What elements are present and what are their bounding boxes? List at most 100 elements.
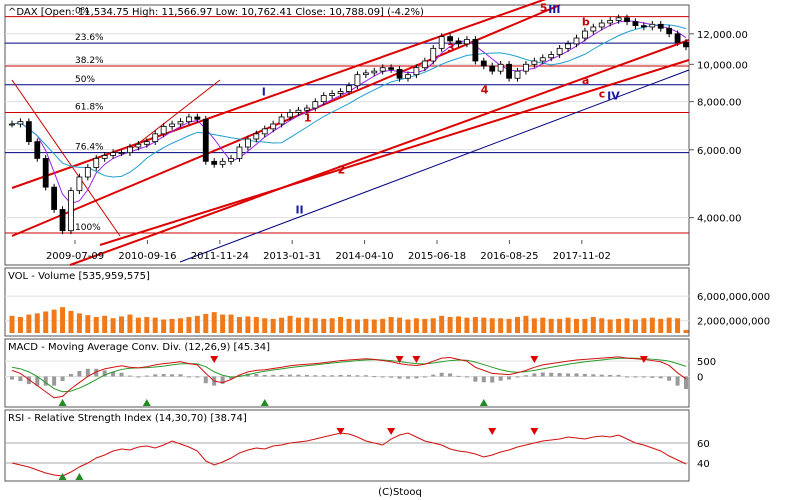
price-panel bbox=[4, 4, 690, 266]
candle bbox=[506, 63, 512, 79]
volume-bar bbox=[388, 317, 394, 333]
macd-histogram-bar bbox=[641, 376, 646, 378]
candle bbox=[110, 152, 116, 156]
candle bbox=[228, 157, 234, 162]
sell-signal-marker bbox=[336, 428, 345, 435]
support-line bbox=[179, 69, 690, 263]
candle bbox=[430, 47, 437, 62]
volume-bar bbox=[253, 317, 259, 333]
candle bbox=[219, 160, 226, 165]
volume-bar bbox=[194, 315, 200, 333]
macd-histogram-bar bbox=[220, 376, 225, 384]
macd-histogram-bar bbox=[153, 374, 158, 377]
macd-histogram-bar bbox=[599, 374, 604, 377]
rsi-title: RSI - Relative Strength Index (14,30,70)… bbox=[8, 413, 247, 424]
candle bbox=[421, 60, 428, 69]
volume-bar bbox=[203, 313, 209, 333]
macd-signal-line bbox=[11, 357, 687, 393]
volume-bar bbox=[565, 317, 571, 333]
rsi-line bbox=[11, 432, 687, 477]
candle bbox=[371, 70, 378, 74]
macd-histogram-bar bbox=[675, 376, 680, 386]
macd-title: MACD - Moving Average Conv. Div. (12,26,… bbox=[8, 342, 270, 353]
macd-histogram-bar bbox=[195, 376, 200, 378]
candle bbox=[346, 85, 352, 92]
volume-bar bbox=[220, 314, 226, 333]
wave-label: b bbox=[582, 16, 590, 29]
candle bbox=[135, 143, 142, 148]
volume-bar bbox=[110, 318, 116, 333]
candle bbox=[666, 27, 673, 35]
macd-histogram-bar bbox=[464, 376, 469, 378]
candle bbox=[287, 112, 293, 118]
sell-signal-marker bbox=[412, 356, 421, 363]
macd-histogram-bar bbox=[313, 375, 318, 377]
macd-histogram-bar bbox=[498, 376, 503, 381]
volume-bar bbox=[60, 307, 66, 333]
volume-title: VOL - Volume [535,959,575] bbox=[8, 271, 150, 282]
volume-bar bbox=[304, 317, 310, 333]
volume-bar bbox=[506, 318, 512, 333]
fib-label: 38.2% bbox=[75, 56, 104, 66]
volume-bar bbox=[683, 329, 689, 333]
macd-histogram-bar bbox=[119, 372, 124, 377]
volume-bar bbox=[573, 318, 579, 333]
buy-signal-marker bbox=[58, 399, 67, 406]
volume-bar bbox=[447, 317, 453, 333]
volume-bar bbox=[641, 318, 647, 333]
volume-bar bbox=[430, 318, 436, 333]
volume-bar bbox=[85, 315, 91, 333]
macd-histogram-bar bbox=[616, 374, 621, 377]
candle bbox=[396, 69, 403, 79]
rsi-y-tick-label: 40 bbox=[697, 459, 710, 470]
wave-label: III bbox=[548, 3, 560, 16]
volume-bar bbox=[68, 310, 74, 333]
wave-label: 2 bbox=[338, 164, 346, 177]
candle bbox=[354, 74, 361, 87]
macd-histogram-bar bbox=[229, 376, 234, 379]
macd-histogram-bar bbox=[288, 374, 293, 377]
candle bbox=[632, 21, 639, 27]
wave-label: I bbox=[262, 85, 266, 98]
volume-bar bbox=[523, 315, 529, 333]
macd-histogram-bar bbox=[43, 376, 48, 386]
macd-histogram-bar bbox=[94, 368, 99, 377]
moving-average-long bbox=[11, 24, 687, 178]
macd-histogram-bar bbox=[397, 376, 402, 379]
volume-bar bbox=[152, 317, 158, 333]
candle bbox=[464, 39, 470, 45]
volume-bar bbox=[127, 314, 133, 333]
volume-bar bbox=[675, 318, 681, 333]
candle bbox=[615, 17, 622, 21]
volume-bar bbox=[464, 317, 470, 333]
wave-label: 4 bbox=[481, 83, 489, 96]
volume-bar bbox=[548, 318, 554, 333]
candle bbox=[278, 116, 285, 125]
macd-histogram-bar bbox=[473, 376, 478, 382]
candle bbox=[202, 118, 209, 162]
candle bbox=[438, 36, 445, 49]
volume-bar bbox=[9, 315, 15, 333]
fib-label: 76.4% bbox=[75, 143, 104, 153]
macd-histogram-bar bbox=[625, 376, 630, 378]
candle bbox=[320, 95, 327, 103]
volume-bar bbox=[531, 318, 537, 333]
candle bbox=[413, 67, 420, 76]
macd-histogram-bar bbox=[321, 375, 326, 377]
candle bbox=[25, 121, 32, 143]
macd-histogram-bar bbox=[658, 376, 663, 379]
candle bbox=[649, 23, 656, 28]
macd-histogram-bar bbox=[186, 376, 191, 378]
macd-histogram-bar bbox=[102, 370, 107, 377]
volume-bar bbox=[599, 318, 605, 333]
wave-label: 3 bbox=[447, 41, 455, 54]
candle bbox=[329, 93, 336, 96]
volume-bar bbox=[590, 317, 596, 333]
volume-bar bbox=[236, 317, 242, 333]
macd-histogram-bar bbox=[523, 375, 528, 377]
sell-signal-marker bbox=[639, 356, 648, 363]
macd-histogram-bar bbox=[431, 374, 436, 377]
macd-histogram-bar bbox=[507, 376, 512, 380]
macd-histogram-bar bbox=[684, 376, 688, 390]
candle bbox=[160, 126, 167, 135]
